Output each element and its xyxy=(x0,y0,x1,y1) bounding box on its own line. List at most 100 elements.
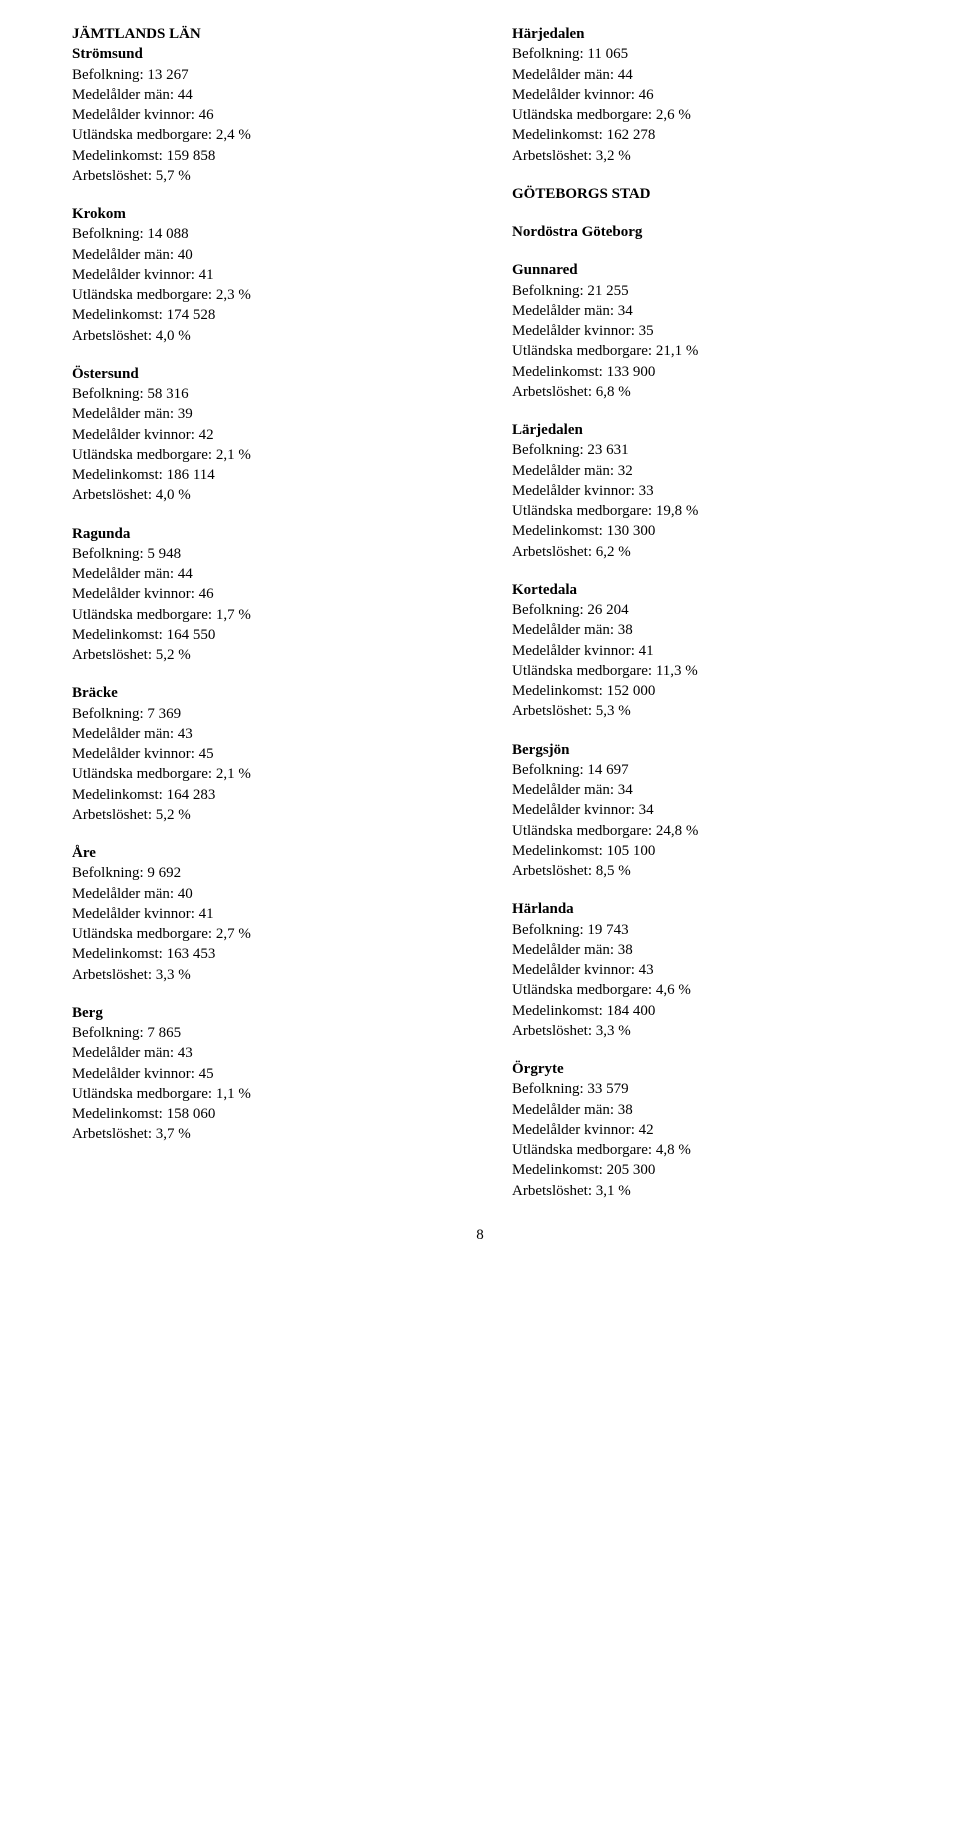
value: 152 000 xyxy=(607,683,656,699)
value: 6,8 % xyxy=(596,384,631,400)
label: Medelålder kvinnor: xyxy=(72,427,195,443)
stat-line: Arbetslöshet: 5,3 % xyxy=(512,701,888,721)
label: Medelålder män: xyxy=(512,622,614,638)
label: Medelålder kvinnor: xyxy=(72,746,195,762)
value: 34 xyxy=(618,303,633,319)
label: Medelålder män: xyxy=(512,463,614,479)
label: Utländska medborgare: xyxy=(512,663,652,679)
label: Befolkning: xyxy=(72,386,144,402)
label: Medelålder kvinnor: xyxy=(512,483,635,499)
label: Medelålder kvinnor: xyxy=(72,1066,195,1082)
label: Medelålder män: xyxy=(512,67,614,83)
value: 42 xyxy=(199,427,214,443)
label: Utländska medborgare: xyxy=(512,503,652,519)
value: 130 300 xyxy=(607,523,656,539)
stat-line: Utländska medborgare: 11,3 % xyxy=(512,661,888,681)
label: Befolkning: xyxy=(72,546,144,562)
label: Medelålder kvinnor: xyxy=(72,586,195,602)
stat-line: Medelinkomst: 158 060 xyxy=(72,1104,448,1124)
municipality-block: Ragunda Befolkning: 5 948 Medelålder män… xyxy=(72,524,448,666)
stat-line: Medelålder kvinnor: 41 xyxy=(72,904,448,924)
stat-line: Arbetslöshet: 3,2 % xyxy=(512,146,888,166)
value: 6,2 % xyxy=(596,544,631,560)
value: 162 278 xyxy=(607,127,656,143)
label: Arbetslöshet: xyxy=(72,647,152,663)
stat-line: Medelålder kvinnor: 42 xyxy=(512,1120,888,1140)
value: 14 697 xyxy=(587,762,628,778)
value: 4,0 % xyxy=(156,487,191,503)
value: 5 948 xyxy=(147,546,181,562)
district-block: Bergsjön Befolkning: 14 697 Medelålder m… xyxy=(512,740,888,882)
value: 3,7 % xyxy=(156,1126,191,1142)
value: 41 xyxy=(199,906,214,922)
county-block: JÄMTLANDS LÄN Strömsund Befolkning: 13 2… xyxy=(72,24,448,186)
stat-line: Medelålder kvinnor: 46 xyxy=(72,584,448,604)
stat-line: Medelinkomst: 133 900 xyxy=(512,362,888,382)
stat-line: Medelålder kvinnor: 43 xyxy=(512,960,888,980)
value: 174 528 xyxy=(167,307,216,323)
subheading-block: Nordöstra Göteborg xyxy=(512,222,888,242)
value: 19 743 xyxy=(587,922,628,938)
left-column: JÄMTLANDS LÄN Strömsund Befolkning: 13 2… xyxy=(72,24,448,1219)
district-name: Bergsjön xyxy=(512,740,888,760)
stat-line: Befolkning: 7 369 xyxy=(72,704,448,724)
value: 205 300 xyxy=(607,1162,656,1178)
municipality-block: Östersund Befolkning: 58 316 Medelålder … xyxy=(72,364,448,506)
label: Befolkning: xyxy=(72,865,144,881)
stat-line: Medelinkomst: 186 114 xyxy=(72,465,448,485)
municipality-name: Östersund xyxy=(72,364,448,384)
label: Befolkning: xyxy=(72,226,144,242)
stat-line: Befolkning: 11 065 xyxy=(512,44,888,64)
label: Medelinkomst: xyxy=(512,364,603,380)
value: 2,6 % xyxy=(656,107,691,123)
value: 5,3 % xyxy=(596,703,631,719)
stat-line: Medelinkomst: 159 858 xyxy=(72,146,448,166)
stat-line: Medelålder kvinnor: 45 xyxy=(72,744,448,764)
stat-line: Medelinkomst: 164 550 xyxy=(72,625,448,645)
stat-line: Medelinkomst: 164 283 xyxy=(72,785,448,805)
stat-line: Medelålder män: 44 xyxy=(512,65,888,85)
label: Medelålder kvinnor: xyxy=(72,267,195,283)
value: 2,1 % xyxy=(216,766,251,782)
value: 23 631 xyxy=(587,442,628,458)
stat-line: Medelinkomst: 163 453 xyxy=(72,944,448,964)
label: Medelålder män: xyxy=(512,303,614,319)
label: Medelålder män: xyxy=(72,406,174,422)
stat-line: Utländska medborgare: 2,1 % xyxy=(72,445,448,465)
stat-line: Arbetslöshet: 5,2 % xyxy=(72,805,448,825)
stat-line: Medelålder män: 38 xyxy=(512,1100,888,1120)
value: 40 xyxy=(178,247,193,263)
value: 11 065 xyxy=(587,46,628,62)
stat-line: Befolkning: 7 865 xyxy=(72,1023,448,1043)
value: 38 xyxy=(618,942,633,958)
stat-line: Medelålder män: 43 xyxy=(72,724,448,744)
value: 133 900 xyxy=(607,364,656,380)
label: Medelinkomst: xyxy=(512,843,603,859)
district-name: Kortedala xyxy=(512,580,888,600)
stat-line: Utländska medborgare: 2,3 % xyxy=(72,285,448,305)
stat-line: Arbetslöshet: 3,7 % xyxy=(72,1124,448,1144)
label: Arbetslöshet: xyxy=(512,384,592,400)
document-page: JÄMTLANDS LÄN Strömsund Befolkning: 13 2… xyxy=(0,0,960,1268)
district-name: Härlanda xyxy=(512,899,888,919)
value: 46 xyxy=(199,586,214,602)
municipality-name: Berg xyxy=(72,1003,448,1023)
value: 1,7 % xyxy=(216,607,251,623)
stat-line: Medelålder män: 34 xyxy=(512,780,888,800)
label: Befolkning: xyxy=(512,762,584,778)
label: Befolkning: xyxy=(512,602,584,618)
municipality-name: Åre xyxy=(72,843,448,863)
value: 7 865 xyxy=(147,1025,181,1041)
stat-line: Utländska medborgare: 2,7 % xyxy=(72,924,448,944)
label: Medelinkomst: xyxy=(512,1162,603,1178)
label: Medelålder kvinnor: xyxy=(72,906,195,922)
label: Medelinkomst: xyxy=(72,307,163,323)
label: Befolkning: xyxy=(512,46,584,62)
municipality-name: Krokom xyxy=(72,204,448,224)
value: 44 xyxy=(618,67,633,83)
value: 163 453 xyxy=(167,946,216,962)
value: 24,8 % xyxy=(656,823,699,839)
stat-line: Befolkning: 58 316 xyxy=(72,384,448,404)
county-heading: JÄMTLANDS LÄN xyxy=(72,24,448,44)
label: Befolkning: xyxy=(72,706,144,722)
